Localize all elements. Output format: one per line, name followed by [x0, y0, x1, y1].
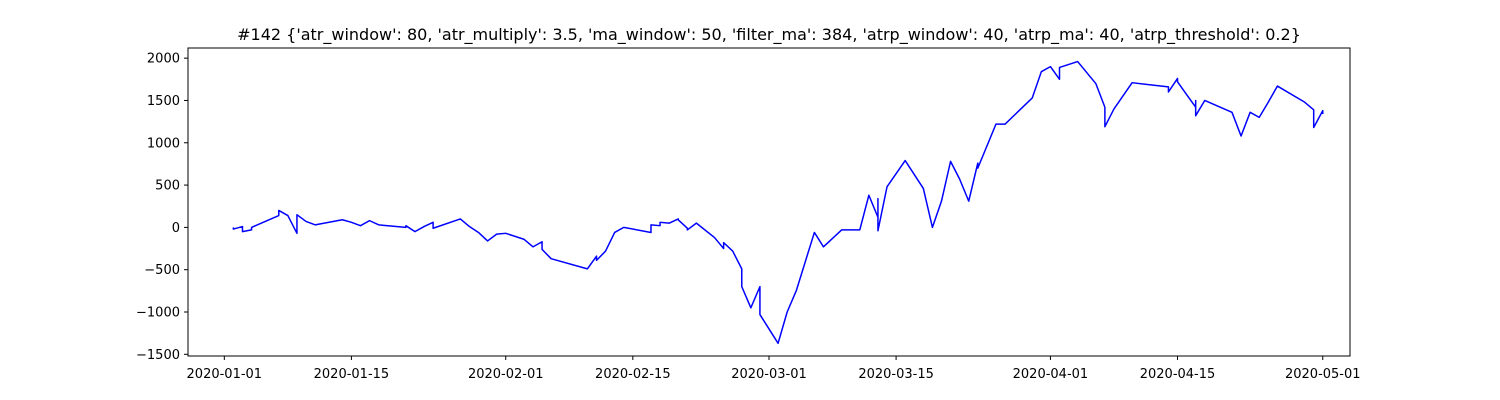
y-tick-label: −500: [144, 263, 180, 278]
x-tick-label: 2020-04-01: [1013, 367, 1089, 382]
y-axis: −1500 −1000 −500 0 500 1000 1500 2000: [136, 52, 188, 363]
x-tick-label: 2020-03-15: [858, 367, 934, 382]
x-tick-label: 2020-02-01: [468, 367, 544, 382]
x-tick-label: 2020-02-15: [595, 367, 671, 382]
x-axis: 2020-01-01 2020-01-15 2020-02-01 2020-02-15…: [187, 356, 1361, 382]
y-tick-label: 2000: [147, 52, 180, 67]
x-tick-label: 2020-03-01: [731, 367, 807, 382]
y-tick-label: 1500: [147, 94, 180, 109]
x-tick-label: 2020-04-15: [1140, 367, 1216, 382]
y-tick-label: 500: [155, 179, 180, 194]
y-tick-label: 0: [172, 221, 180, 236]
x-tick-label: 2020-05-01: [1285, 367, 1361, 382]
y-tick-label: −1500: [136, 348, 180, 363]
series-line-1: [232, 60, 1324, 345]
y-tick-label: 1000: [147, 136, 180, 151]
plot-area: [232, 60, 1324, 345]
plot-frame: [187, 47, 1351, 357]
x-tick-label: 2020-01-01: [187, 367, 263, 382]
y-tick-label: −1000: [136, 306, 180, 321]
chart-title: #142 {'atr_window': 80, 'atr_multiply': …: [237, 25, 1301, 45]
x-tick-label: 2020-01-15: [314, 367, 390, 382]
